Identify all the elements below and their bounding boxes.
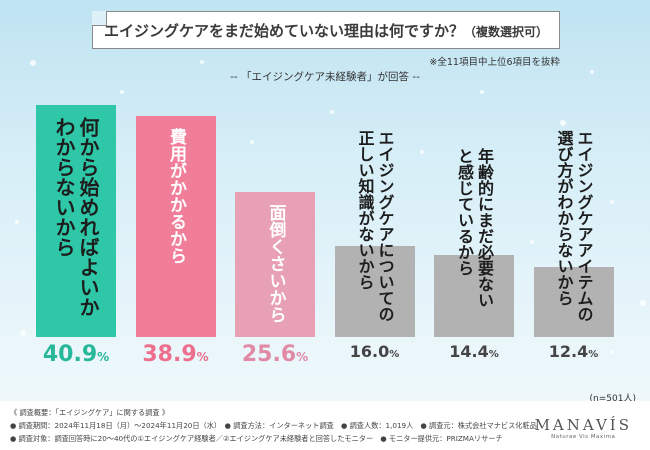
survey-footer: 《 調査概要：「エイジングケア」に関する調査 》 ● 調査期間：2024年11月… bbox=[0, 401, 650, 450]
survey-details-2: ● 調査対象：調査回答時に20～40代の①エイジングケア経験者／②エイジングケア… bbox=[10, 434, 503, 443]
snowflake bbox=[610, 350, 614, 354]
sample-size: (n=501人) bbox=[589, 394, 636, 404]
value-number: 12.4 bbox=[548, 342, 589, 361]
value-unit: % bbox=[389, 349, 400, 360]
snowflake bbox=[330, 110, 334, 114]
snowflake bbox=[530, 240, 534, 244]
value-unit: % bbox=[296, 350, 309, 364]
snowflake bbox=[640, 300, 646, 306]
title-box: エイジングケアをまだ始めていない理由は何ですか？（複数選択可） bbox=[92, 11, 560, 49]
value-number: 25.6 bbox=[241, 342, 297, 367]
value-unit: % bbox=[488, 349, 499, 360]
snowflake bbox=[610, 200, 614, 204]
value-label-5: 14.4% bbox=[426, 342, 522, 361]
snowflake bbox=[250, 140, 254, 144]
title-paren: （複数選択可） bbox=[464, 24, 549, 39]
brand-logo: MANAVÍS Naturae Vis Maxima bbox=[535, 416, 632, 440]
logo-tagline: Naturae Vis Maxima bbox=[551, 434, 616, 440]
snowflake bbox=[560, 120, 566, 126]
snowflake bbox=[420, 150, 424, 154]
value-unit: % bbox=[97, 350, 110, 364]
bar-label-3: 面倒くさいから bbox=[265, 203, 286, 323]
value-label-1: 40.9% bbox=[28, 342, 124, 367]
snowflake bbox=[480, 90, 484, 94]
snowflake bbox=[200, 60, 204, 64]
bar-label-5: 年齢的にまだ必要ない と感じているから bbox=[455, 148, 494, 308]
snowflake bbox=[30, 60, 36, 66]
value-unit: % bbox=[196, 350, 209, 364]
survey-title: 《 調査概要：「エイジングケア」に関する調査 》 bbox=[10, 408, 170, 417]
snowflake bbox=[120, 90, 124, 94]
bar-label-4: エイジングケアについての 正しい知識がないから bbox=[355, 130, 395, 322]
bar-1 bbox=[36, 105, 116, 337]
chart-title: エイジングケアをまだ始めていない理由は何ですか？（複数選択可） bbox=[104, 20, 548, 41]
value-label-4: 16.0% bbox=[327, 342, 423, 361]
snowflake bbox=[20, 330, 26, 336]
value-label-2: 38.9% bbox=[128, 342, 224, 367]
snowflake bbox=[590, 70, 594, 74]
snowflake bbox=[15, 220, 19, 224]
bar-3 bbox=[235, 191, 315, 337]
value-number: 14.4 bbox=[449, 342, 489, 361]
bar-label-1: 何から始めればよいか わからないから bbox=[52, 117, 100, 317]
bar-6 bbox=[533, 266, 614, 337]
value-number: 38.9 bbox=[142, 342, 197, 367]
survey-details-1: ● 調査期間：2024年11月18日（月）～2024年11月20日（水） ● 調… bbox=[10, 421, 537, 430]
value-number: 40.9 bbox=[42, 342, 98, 367]
value-label-6: 12.4% bbox=[526, 342, 622, 361]
bar-2 bbox=[135, 116, 216, 337]
bar-5 bbox=[434, 255, 514, 337]
folded-corner bbox=[92, 11, 107, 26]
value-unit: % bbox=[588, 349, 599, 360]
bar-label-6: エイジングケアアイテムの 選び方がわからないから bbox=[554, 130, 594, 322]
bar-4 bbox=[334, 246, 415, 337]
selection-note: ※全11項目中上位6項目を抜粋 bbox=[429, 57, 560, 68]
logo-name: MANAVÍS bbox=[534, 416, 632, 434]
value-number: 16.0 bbox=[349, 342, 390, 361]
respondent-caption: -- 「エイジングケア未経験者」が回答 -- bbox=[230, 71, 420, 83]
title-main: エイジングケアをまだ始めていない理由は何ですか？ bbox=[103, 21, 464, 40]
value-label-3: 25.6% bbox=[227, 342, 323, 367]
bar-label-2: 費用がかかるから bbox=[166, 128, 186, 265]
